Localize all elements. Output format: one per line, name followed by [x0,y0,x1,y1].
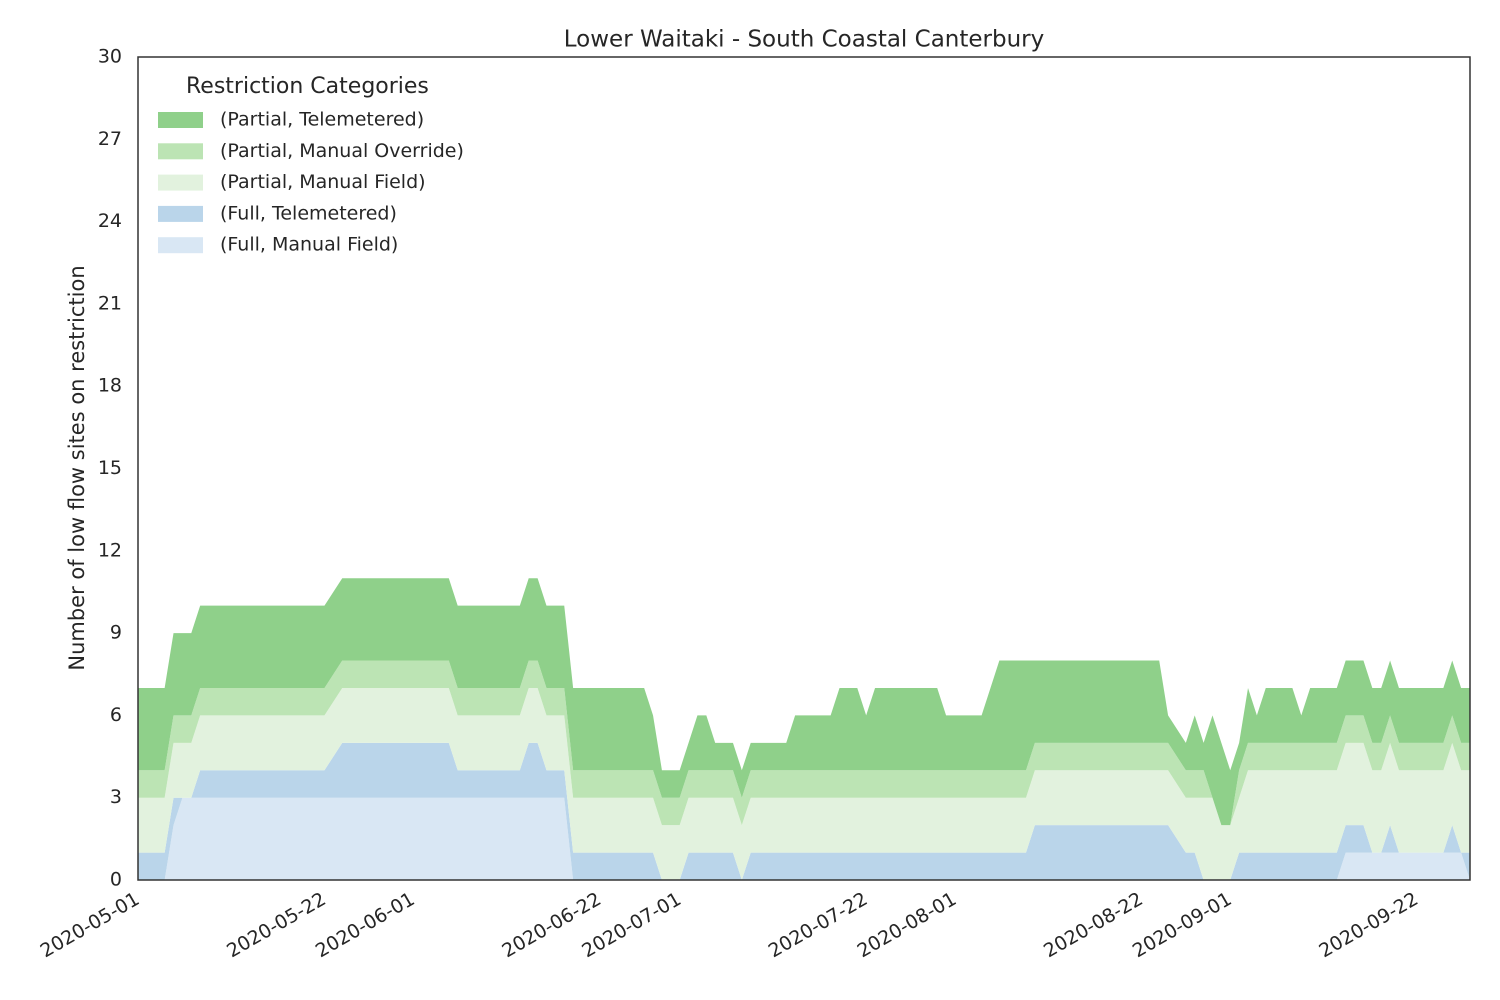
area [138,687,1470,880]
legend-label: (Partial, Manual Override) [220,140,464,162]
legend-swatch [158,174,203,191]
legend-label: (Full, Telemetered) [220,202,397,224]
legend-label: (Partial, Telemetered) [220,109,424,131]
area [138,797,1470,880]
legend-swatch [158,112,203,128]
y-tick-label: 6 [110,704,122,726]
y-tick-label: 27 [98,128,122,150]
y-tick-label: 21 [98,292,122,314]
y-tick-label: 12 [98,539,122,561]
legend-swatch [158,237,203,254]
y-tick-label: 0 [110,869,122,891]
area [138,742,1470,880]
y-tick-label: 18 [98,375,122,397]
chart-title: Lower Waitaki - South Coastal Canterbury [564,27,1044,53]
plot-frame [137,56,1471,881]
y-tick-label: 3 [110,786,122,808]
areas [138,578,1470,880]
y-tick-label: 24 [98,210,122,232]
legend: Restriction Categories (Partial, Telemet… [158,74,464,256]
legend-swatch [158,143,203,160]
area [138,660,1470,826]
area [138,578,1470,826]
y-tick-label: 9 [110,622,122,644]
legend-swatch [158,205,203,222]
legend-label: (Full, Manual Field) [220,234,398,256]
legend-title: Restriction Categories [186,74,429,99]
y-axis-label: Number of low flow sites on restriction [65,265,89,670]
y-tick-label: 15 [98,457,122,479]
y-tick-label: 30 [98,46,122,68]
legend-label: (Partial, Manual Field) [220,171,426,193]
